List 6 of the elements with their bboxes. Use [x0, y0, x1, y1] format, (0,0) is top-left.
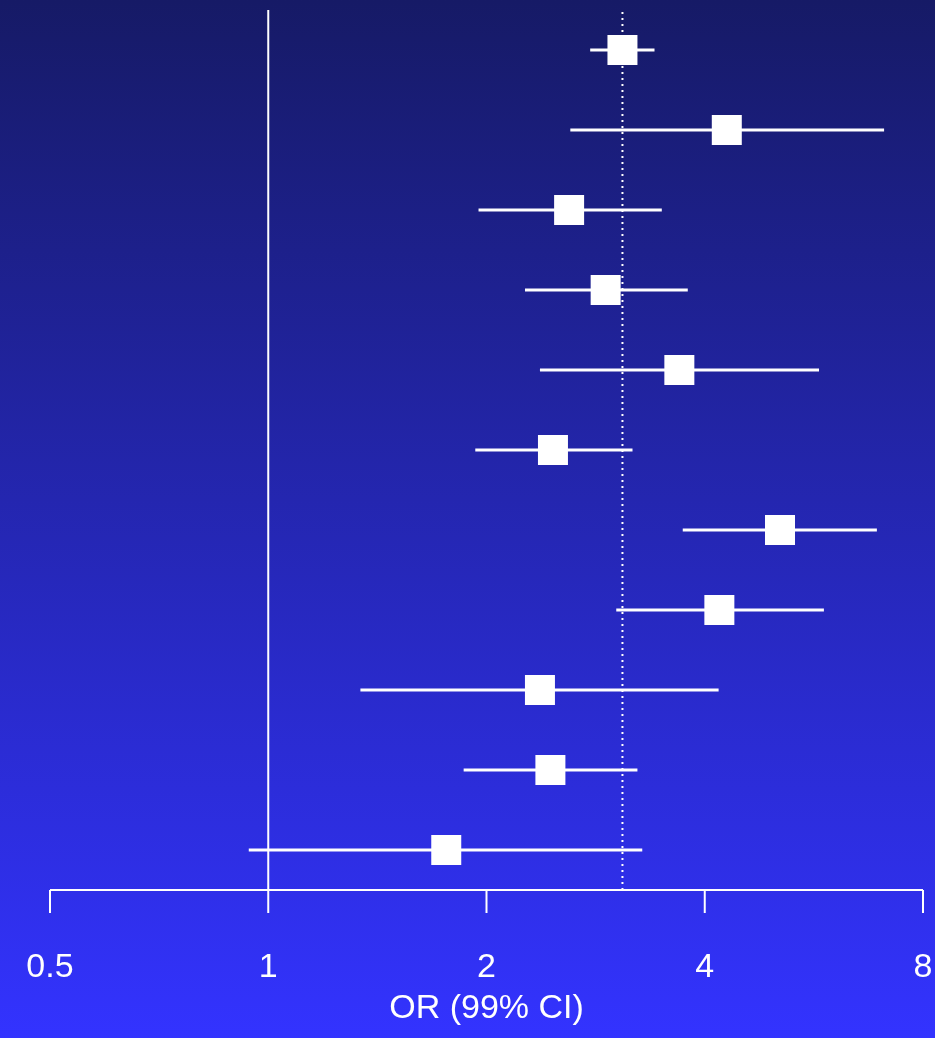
x-axis-title: OR (99% CI) — [389, 987, 584, 1025]
x-tick-label: 2 — [477, 946, 496, 985]
x-tick-label: 4 — [695, 946, 715, 985]
x-tick-label: 0.5 — [26, 946, 74, 985]
x-tick-label: 8 — [913, 946, 933, 985]
x-tick-label: 1 — [258, 946, 278, 985]
